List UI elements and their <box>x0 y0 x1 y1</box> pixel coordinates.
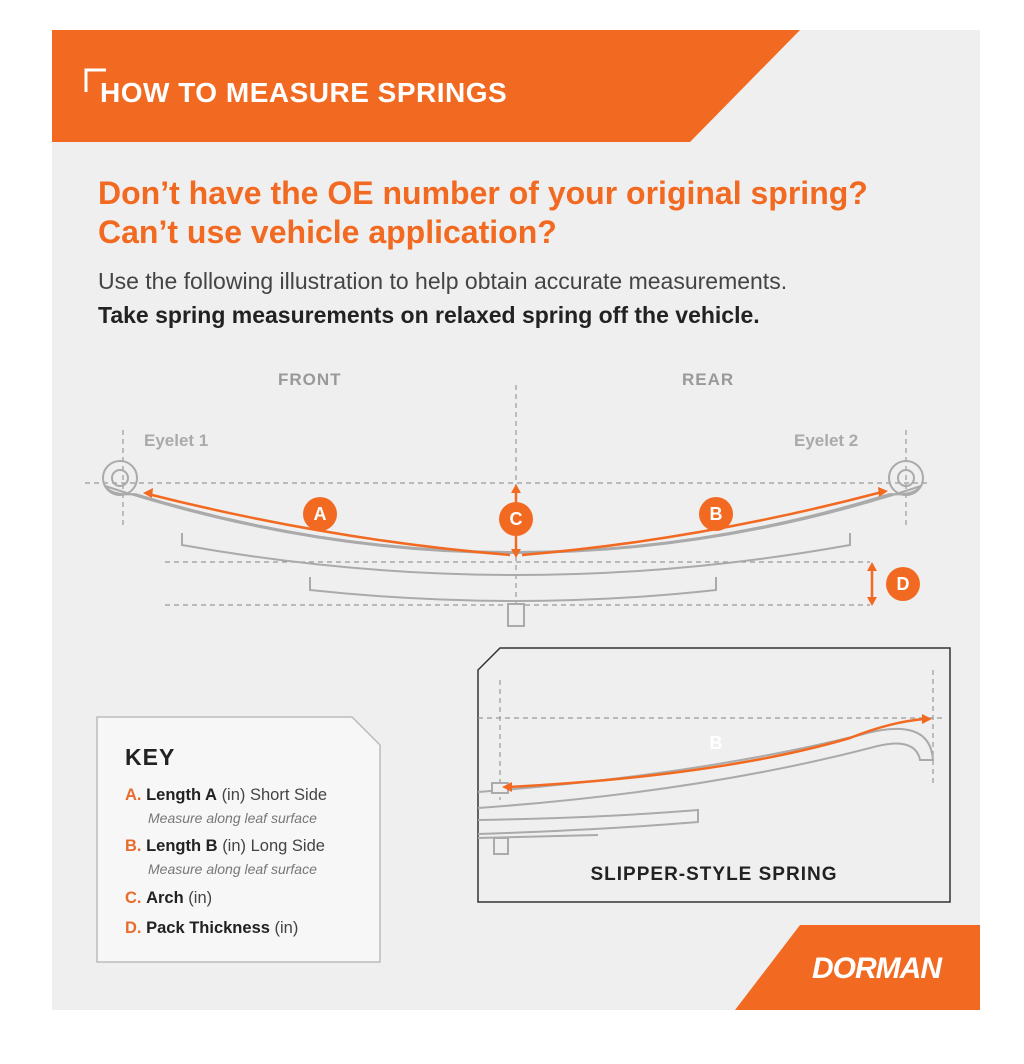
headline: Don’t have the OE number of your origina… <box>98 175 868 250</box>
key-item-a: A. Length A (in) Short Side <box>125 786 328 804</box>
banner-title: HOW TO MEASURE SPRINGS <box>100 77 508 108</box>
key-title: KEY <box>125 744 176 770</box>
guide-lines <box>85 385 930 612</box>
key-note-a: Measure along leaf surface <box>148 810 317 826</box>
measurement-arrows <box>143 484 888 606</box>
front-label: FRONT <box>278 370 342 389</box>
intro-text: Use the following illustration to help o… <box>98 268 788 294</box>
corner-bracket-icon <box>84 68 106 92</box>
marker-b: B <box>709 504 723 524</box>
leaf-spring <box>102 460 924 627</box>
title-banner <box>52 30 800 142</box>
dorman-logo: DORMAN <box>812 952 942 985</box>
eyelet2-label: Eyelet 2 <box>794 431 859 450</box>
key-note-b: Measure along leaf surface <box>148 861 317 877</box>
key-box <box>96 716 381 963</box>
key-item-d: D. Pack Thickness (in) <box>125 919 299 937</box>
intro-bold-text: Take spring measurements on relaxed spri… <box>98 302 760 328</box>
marker-a: A <box>313 504 327 524</box>
marker-c: C <box>509 509 523 529</box>
logo-block <box>735 925 980 1010</box>
slipper-caption: SLIPPER-STYLE SPRING <box>590 864 838 885</box>
key-item-b: B. Length B (in) Long Side <box>125 837 325 855</box>
inset-marker-b: B <box>709 733 723 753</box>
slipper-spring <box>477 727 935 855</box>
key-item-c: C. Arch (in) <box>125 889 213 907</box>
eyelet1-label: Eyelet 1 <box>144 431 209 450</box>
marker-d: D <box>896 574 910 594</box>
inset-box <box>477 647 951 903</box>
rear-label: REAR <box>682 370 735 389</box>
